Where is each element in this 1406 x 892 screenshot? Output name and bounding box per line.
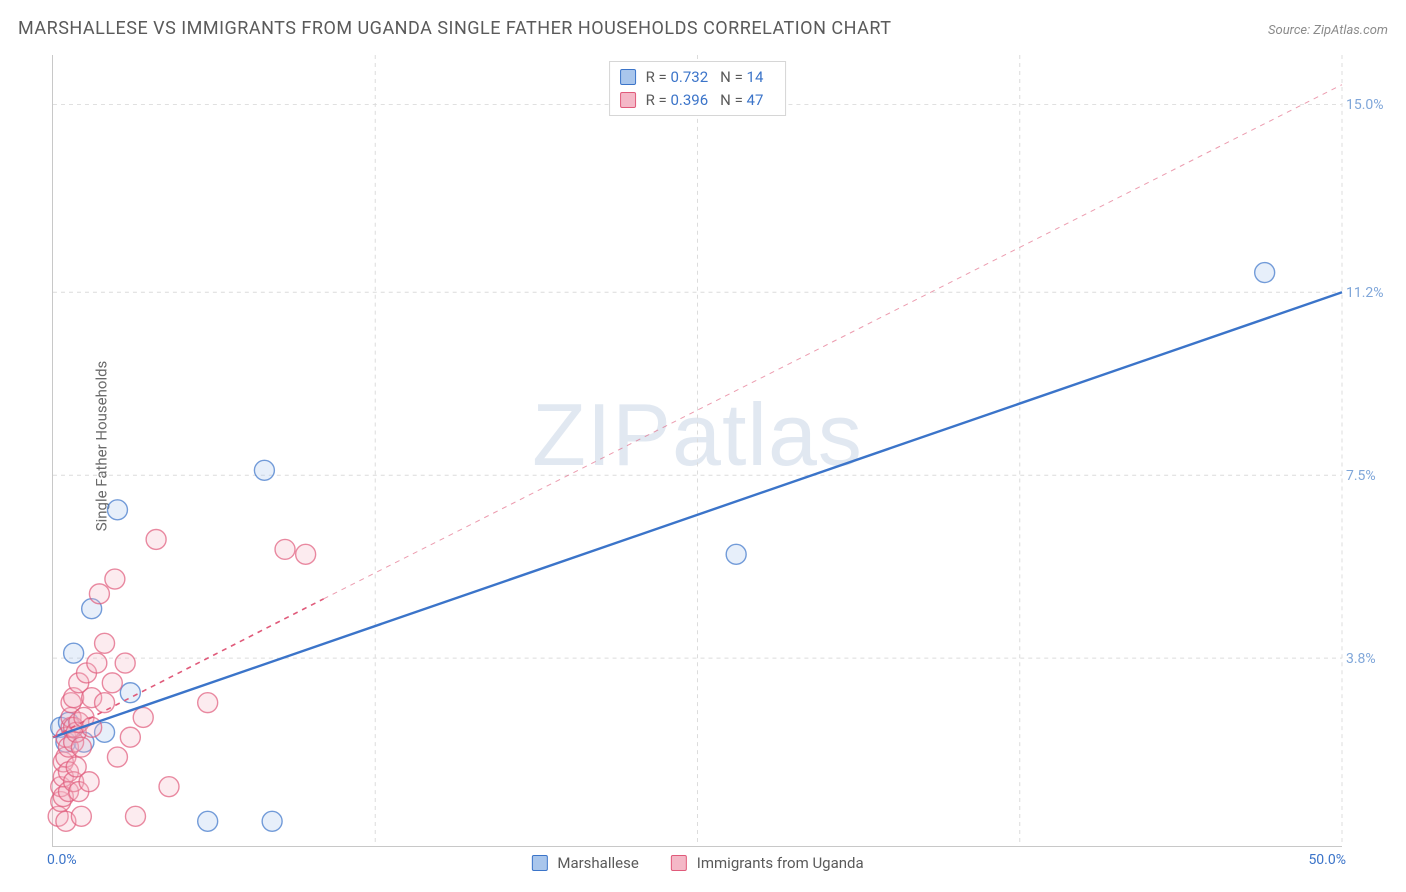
y-tick-label: 7.5% <box>1346 468 1394 484</box>
swatch-uganda <box>620 92 636 108</box>
chart-title: MARSHALLESE VS IMMIGRANTS FROM UGANDA SI… <box>18 18 891 39</box>
swatch-marshallese <box>620 69 636 85</box>
chart-svg <box>53 55 1342 846</box>
stats-legend: R = 0.732N = 14 R = 0.396N = 47 <box>609 61 787 116</box>
y-tick-label: 11.2% <box>1346 285 1394 301</box>
stats-row-marshallese: R = 0.732N = 14 <box>620 66 776 89</box>
x-origin-label: 0.0% <box>47 852 77 868</box>
legend-label-marshallese: Marshallese <box>557 854 638 872</box>
y-tick-label: 3.8% <box>1346 651 1394 667</box>
plot-area: ZIPatlas R = 0.732N = 14 R = 0.396N = 47… <box>52 55 1342 847</box>
y-tick-label: 15.0% <box>1346 97 1394 113</box>
legend-swatch-marshallese <box>531 855 547 871</box>
x-max-label: 50.0% <box>1308 852 1346 868</box>
legend-label-uganda: Immigrants from Uganda <box>697 854 864 872</box>
source-attribution: Source: ZipAtlas.com <box>1268 23 1388 38</box>
stats-row-uganda: R = 0.396N = 47 <box>620 89 776 112</box>
legend-swatch-uganda <box>671 855 687 871</box>
series-legend: Marshallese Immigrants from Uganda <box>531 854 863 872</box>
